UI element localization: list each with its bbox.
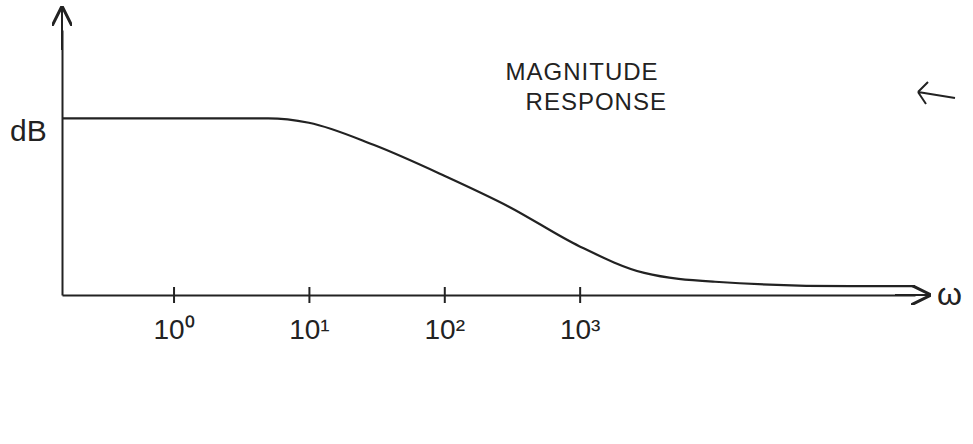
x-tick-label: 10² <box>425 314 465 345</box>
x-tick: 10¹ <box>289 287 329 345</box>
x-tick-label: 10³ <box>560 314 600 345</box>
x-axis: 10⁰ 10¹ 10² 10³ <box>63 287 916 345</box>
annotation-line: RESPONSE <box>526 88 667 115</box>
x-tick-mark <box>173 287 175 303</box>
magnitude-line <box>62 118 915 286</box>
plot: 10⁰ 10¹ 10² 10³ <box>62 8 929 345</box>
x-axis-title: ω <box>937 276 962 312</box>
x-tick-mark <box>308 287 310 303</box>
marks <box>62 118 915 286</box>
x-axis-arrow <box>895 294 929 296</box>
x-axis-line <box>63 295 916 297</box>
y-axis-line <box>62 31 64 296</box>
y-axis-arrow <box>61 8 63 50</box>
pointer-arrow <box>918 82 955 104</box>
chart: 10⁰ 10¹ 10² 10³ dB ω MAGNITUDE RESPONSE <box>0 0 973 444</box>
x-tick-mark <box>579 287 581 303</box>
x-tick: 10² <box>425 287 465 345</box>
x-tick-label: 10¹ <box>289 314 329 345</box>
y-axis-title: dB <box>10 114 47 147</box>
annotation-line: MAGNITUDE <box>506 58 659 85</box>
x-tick-mark <box>444 287 446 303</box>
x-tick: 10⁰ <box>153 287 194 345</box>
x-tick: 10³ <box>560 287 600 345</box>
annotation: MAGNITUDE RESPONSE <box>506 58 667 115</box>
x-tick-label: 10⁰ <box>153 314 194 345</box>
y-axis <box>62 31 63 296</box>
